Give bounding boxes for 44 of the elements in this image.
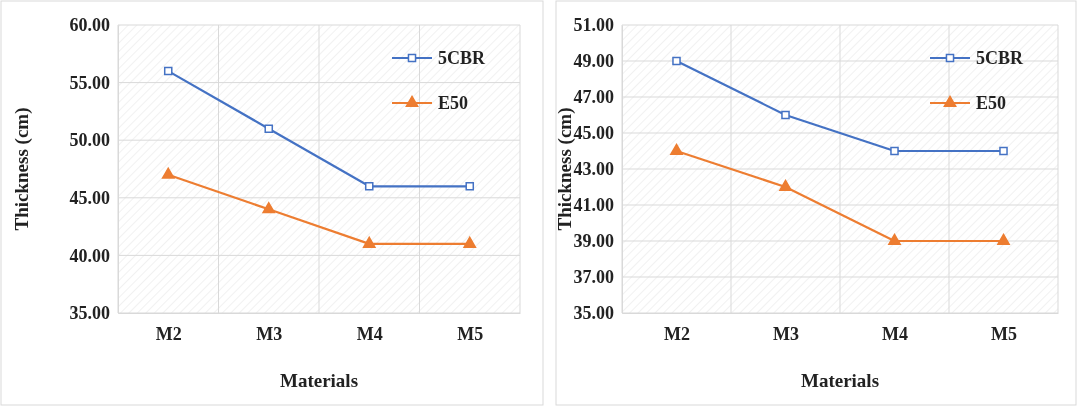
legend-label: 5CBR — [976, 48, 1024, 68]
x-tick-label: M4 — [356, 323, 383, 344]
y-tick-label: 45.00 — [69, 188, 110, 209]
point — [670, 143, 683, 155]
point — [264, 124, 274, 133]
y-tick-label: 49.00 — [573, 51, 614, 72]
y-axis-title: Thickness (cm) — [11, 107, 33, 231]
x-tick-label: M5 — [991, 323, 1017, 344]
legend-label: E50 — [438, 93, 469, 113]
x-tick-label: M3 — [773, 323, 799, 344]
y-tick-label: 40.00 — [69, 245, 110, 266]
y-tick-label: 51.00 — [573, 15, 614, 36]
point — [888, 233, 901, 245]
x-tick-label: M4 — [882, 323, 908, 344]
x-axis-title: Materials — [279, 370, 359, 391]
point — [781, 110, 790, 120]
point — [779, 179, 792, 191]
point — [672, 56, 681, 66]
point — [999, 146, 1008, 156]
y-tick-label: 37.00 — [573, 267, 614, 288]
y-tick-label: 35.00 — [69, 303, 110, 324]
point — [362, 236, 376, 248]
point — [890, 146, 899, 156]
x-tick-label: M5 — [457, 323, 484, 344]
point — [465, 181, 475, 191]
point — [463, 236, 477, 248]
point — [997, 233, 1010, 245]
y-tick-label: 35.00 — [573, 303, 614, 324]
y-tick-label: 39.00 — [573, 231, 614, 252]
y-tick-label: 50.00 — [69, 130, 110, 151]
point — [163, 66, 173, 76]
y-tick-label: 43.00 — [573, 159, 614, 180]
x-tick-label: M2 — [664, 323, 690, 344]
y-tick-label: 47.00 — [573, 87, 614, 108]
point — [364, 181, 374, 191]
x-tick-label: M3 — [256, 323, 283, 344]
legend-label: 5CBR — [438, 48, 486, 68]
x-tick-label: M2 — [155, 323, 182, 344]
x-axis-title: Materials — [800, 370, 880, 391]
y-tick-label: 55.00 — [69, 72, 110, 93]
point — [262, 202, 276, 214]
y-tick-label: 60.00 — [69, 15, 110, 36]
legend-label: E50 — [976, 93, 1007, 113]
point — [161, 167, 175, 179]
